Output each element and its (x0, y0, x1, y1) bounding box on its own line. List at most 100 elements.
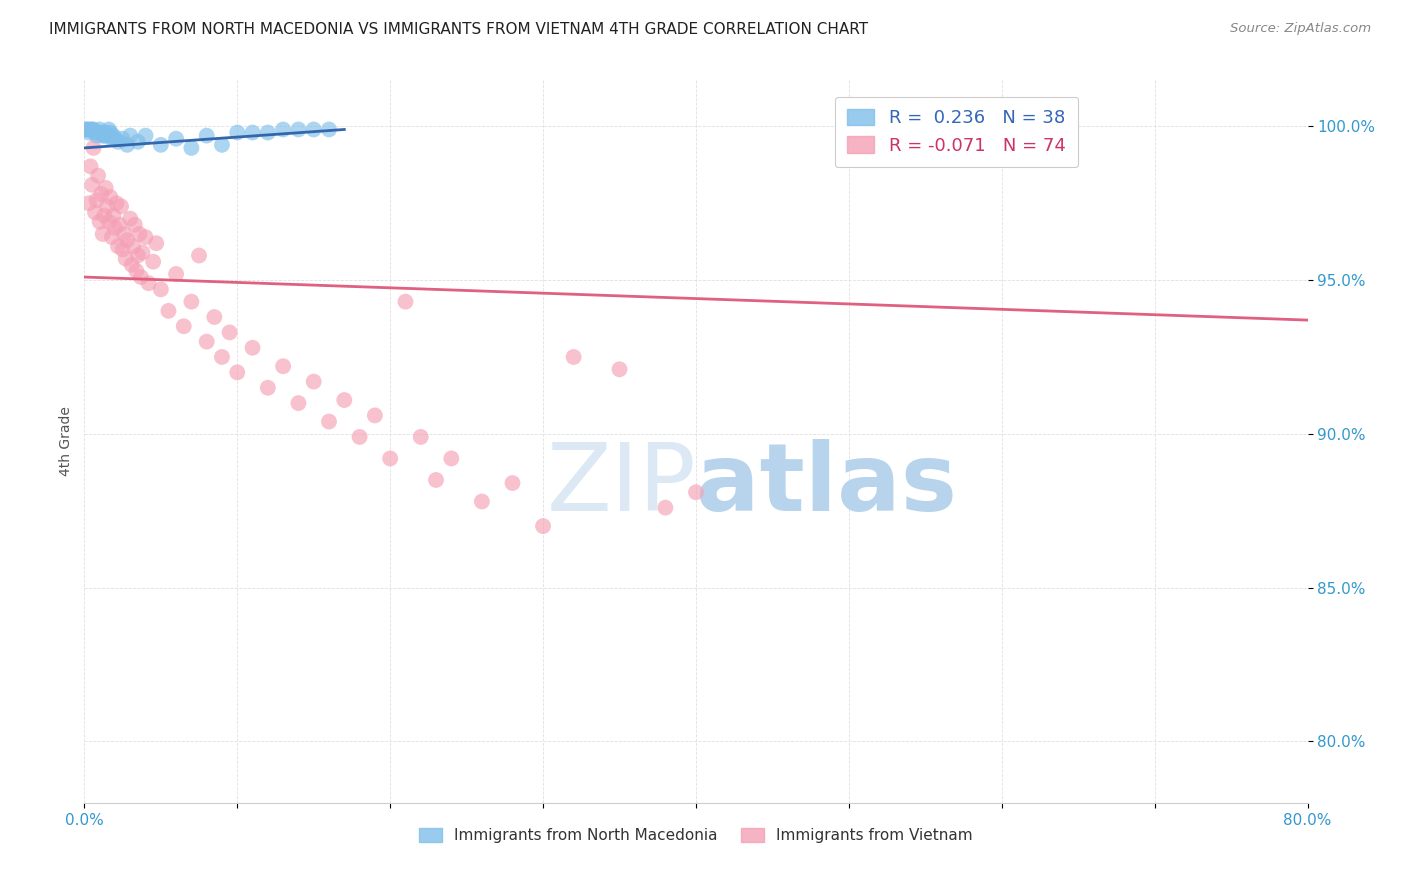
Point (110, 199, 132, 213)
Point (89, 122, 111, 136)
Point (257, 381, 280, 395)
Point (87, 169, 110, 183)
Point (107, 239, 129, 253)
Point (180, 294, 202, 309)
Point (180, 141, 202, 155)
Point (991, 122, 1014, 136)
Point (394, 294, 416, 309)
Point (84, 205, 107, 219)
Point (165, 267, 187, 281)
Point (89, 215, 111, 229)
Point (83, 122, 105, 136)
Point (101, 131, 124, 145)
Point (271, 122, 294, 136)
Point (103, 128, 125, 143)
Point (609, 362, 631, 376)
Point (79, 160, 101, 174)
Point (318, 122, 340, 136)
Point (562, 350, 585, 364)
Point (173, 319, 195, 334)
Point (112, 227, 135, 241)
Point (120, 211, 142, 226)
Point (685, 485, 707, 500)
Point (76, 122, 98, 136)
Point (531, 519, 554, 533)
Point (80, 122, 103, 136)
Text: Source: ZipAtlas.com: Source: ZipAtlas.com (1230, 22, 1371, 36)
Point (127, 135, 149, 149)
Text: atlas: atlas (696, 439, 957, 531)
Point (202, 310, 225, 324)
Point (242, 341, 264, 355)
Point (149, 282, 172, 296)
Point (114, 252, 136, 266)
Point (97, 122, 120, 136)
Point (98, 126, 121, 140)
Point (93, 128, 115, 143)
Point (287, 396, 309, 410)
Point (101, 230, 124, 244)
Point (79, 122, 101, 136)
Point (257, 126, 280, 140)
Point (104, 220, 127, 235)
Point (654, 500, 676, 515)
Point (97, 215, 120, 229)
Point (115, 233, 138, 247)
Point (104, 131, 127, 145)
Point (127, 248, 149, 262)
Point (96, 199, 118, 213)
Point (129, 270, 152, 285)
Point (87, 126, 110, 140)
Point (409, 430, 432, 444)
Point (122, 239, 145, 253)
Text: IMMIGRANTS FROM NORTH MACEDONIA VS IMMIGRANTS FROM VIETNAM 4TH GRADE CORRELATION: IMMIGRANTS FROM NORTH MACEDONIA VS IMMIG… (49, 22, 869, 37)
Legend: Immigrants from North Macedonia, Immigrants from Vietnam: Immigrants from North Macedonia, Immigra… (413, 822, 979, 849)
Point (125, 264, 148, 278)
Point (218, 326, 240, 340)
Point (105, 196, 128, 211)
Point (80, 178, 103, 192)
Point (90, 126, 112, 140)
Point (440, 451, 463, 466)
Point (318, 415, 340, 429)
Point (502, 476, 524, 491)
Point (425, 473, 447, 487)
Point (138, 276, 160, 290)
Point (96, 128, 118, 143)
Point (195, 128, 218, 143)
Point (84, 126, 107, 140)
Point (226, 126, 249, 140)
Point (103, 209, 125, 223)
Point (91, 128, 114, 143)
Point (211, 137, 233, 152)
Point (75, 122, 97, 136)
Point (471, 494, 494, 508)
Point (124, 218, 146, 232)
Point (115, 137, 138, 152)
Point (91, 227, 114, 241)
Point (188, 248, 211, 262)
Point (98, 190, 121, 204)
Point (108, 218, 131, 232)
Point (226, 365, 249, 379)
Point (76, 122, 98, 136)
Y-axis label: 4th Grade: 4th Grade (59, 407, 73, 476)
Point (128, 227, 150, 241)
Text: ZIP: ZIP (547, 439, 696, 531)
Point (165, 131, 187, 145)
Point (302, 122, 325, 136)
Point (149, 137, 172, 152)
Point (77, 126, 100, 140)
Point (157, 304, 180, 318)
Point (135, 128, 157, 143)
Point (94, 181, 117, 195)
Point (380, 451, 402, 466)
Point (107, 135, 129, 149)
Point (111, 243, 134, 257)
Point (86, 128, 108, 143)
Point (145, 236, 167, 251)
Point (90, 187, 112, 202)
Point (86, 193, 108, 207)
Point (131, 245, 153, 260)
Point (349, 430, 371, 444)
